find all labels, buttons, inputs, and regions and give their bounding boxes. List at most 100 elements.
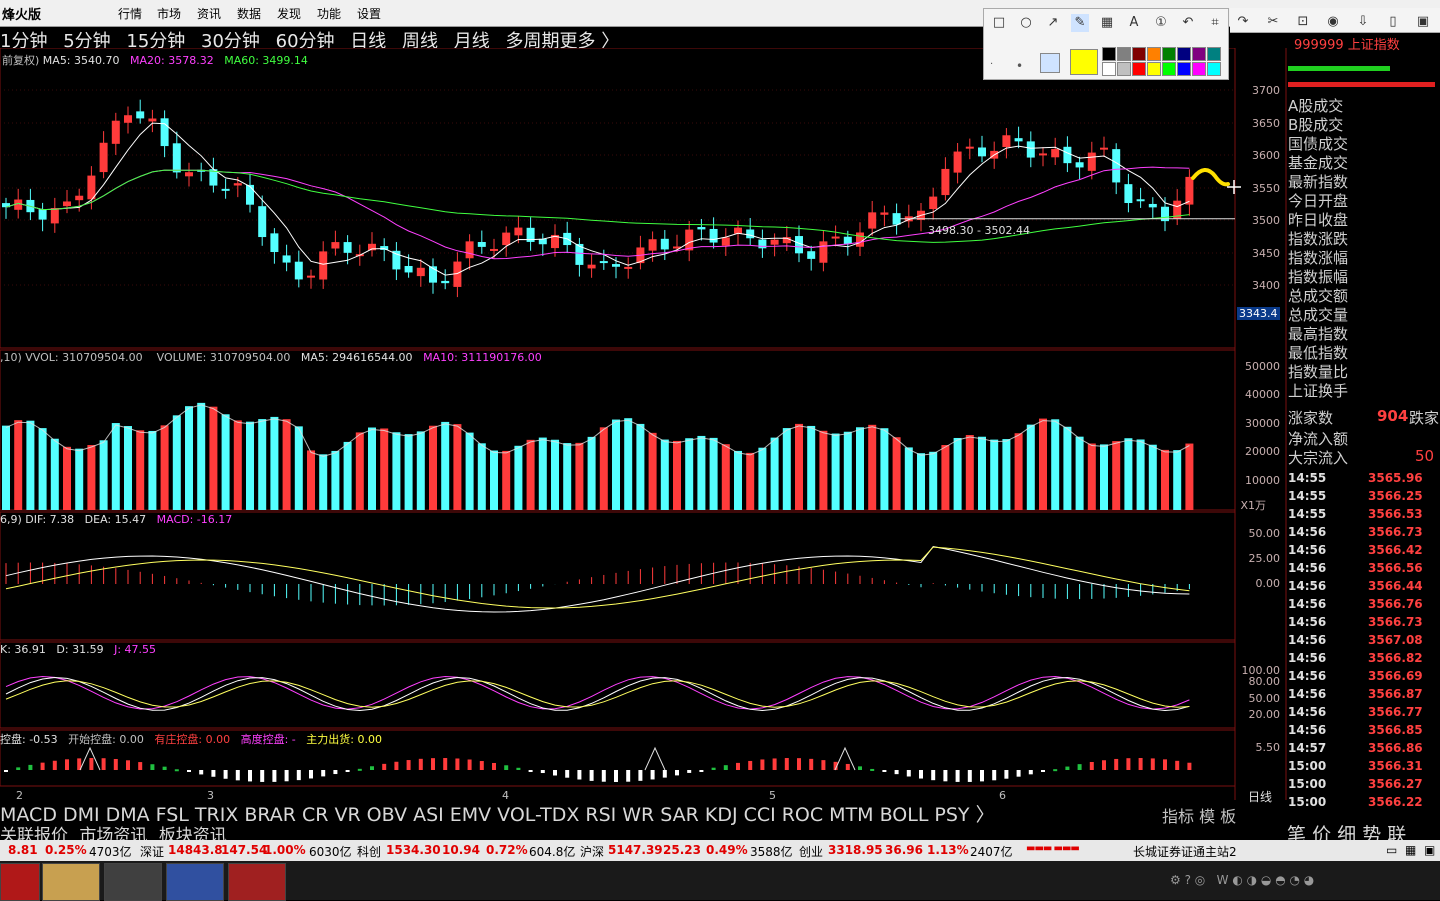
indicator-tab-11[interactable]: VOL-TDX [497, 804, 580, 826]
camera-app-icon[interactable] [104, 863, 162, 901]
pin-icon[interactable]: ✂ [1267, 14, 1279, 29]
number-tool-icon[interactable]: ① [1155, 15, 1167, 30]
kc-pct: 0.72% [486, 843, 528, 857]
period-60min[interactable]: 60分钟 [275, 31, 335, 52]
candle-body [99, 142, 108, 173]
indicator-tab-12[interactable]: RSI [585, 804, 617, 826]
indicator-tab-3[interactable]: FSL [155, 804, 189, 826]
info-item-10: 总成交额 [1288, 287, 1349, 305]
period-1min[interactable]: 1分钟 [0, 31, 48, 52]
color-red[interactable] [1132, 62, 1146, 76]
indicator-tab-15[interactable]: KDJ [704, 804, 738, 826]
crop-icon[interactable]: ⌗ [1211, 15, 1219, 30]
kp-bar [540, 770, 545, 774]
color-blue[interactable] [1177, 62, 1191, 76]
small-dot-icon[interactable]: · [990, 59, 994, 70]
color-purple[interactable] [1192, 47, 1206, 61]
pen-tool-icon[interactable]: ✎ [1071, 14, 1089, 32]
rectangle-tool-icon[interactable]: □ [992, 15, 1006, 30]
color-black[interactable] [1102, 47, 1116, 61]
color-yellow[interactable] [1147, 62, 1161, 76]
download-icon[interactable]: ⇩ [1357, 14, 1369, 29]
menu-data[interactable]: 数据 [237, 7, 262, 21]
indicator-tab-19[interactable]: BOLL [879, 804, 929, 826]
menu-news[interactable]: 资讯 [197, 7, 222, 21]
indicator-tab-13[interactable]: WR [622, 804, 655, 826]
indicator-tab-17[interactable]: ROC [781, 804, 824, 826]
menu-discover[interactable]: 发现 [277, 7, 302, 21]
status-settings-icon[interactable]: ▣ [1424, 843, 1436, 857]
menu-market[interactable]: 市场 [157, 7, 182, 21]
status-grid-icon[interactable]: ▦ [1405, 843, 1417, 857]
color-teal[interactable] [1207, 47, 1221, 61]
color-silver[interactable] [1117, 62, 1131, 76]
circle-tool-icon[interactable]: ○ [1020, 15, 1032, 30]
candle-body [1002, 135, 1011, 148]
indicator-tab-5[interactable]: BRAR [244, 804, 296, 826]
save-icon[interactable]: ▣ [1416, 14, 1430, 29]
day-tab[interactable]: 日线 [1248, 790, 1273, 804]
menu-settings[interactable]: 设置 [357, 7, 382, 21]
indicator-tab-6[interactable]: CR [302, 804, 329, 826]
system-tray[interactable]: ⚙ ? ◎ W ◐ ◑ ◒ ◓ ◔ ◕ [1170, 873, 1315, 887]
color-orange[interactable] [1147, 47, 1161, 61]
mosaic-tool-icon[interactable]: ▦ [1100, 15, 1114, 30]
current-color-swatch[interactable] [1070, 49, 1098, 75]
start-app-icon[interactable] [0, 863, 40, 901]
text-tool-icon[interactable]: A [1129, 15, 1139, 30]
menu-functions[interactable]: 功能 [317, 7, 342, 21]
undo-icon[interactable]: ↶ [1182, 15, 1194, 30]
period-30min[interactable]: 30分钟 [201, 31, 260, 52]
arrow-tool-icon[interactable]: ↗ [1047, 15, 1059, 30]
indicator-tab-4[interactable]: TRIX [194, 804, 239, 826]
tick-time: 14:56 [1288, 543, 1327, 557]
color-magenta[interactable] [1192, 62, 1206, 76]
indicator-template-label[interactable]: 指标 模 板 [1162, 807, 1237, 826]
color-white[interactable] [1102, 62, 1116, 76]
period-week[interactable]: 周线 [402, 31, 439, 52]
status-window-icon[interactable]: ▭ [1386, 843, 1398, 857]
color-cyan[interactable] [1207, 62, 1221, 76]
vol-ma5-label: MA5: 294616544.00 [300, 351, 413, 364]
indicator-tab-9[interactable]: ASI [413, 804, 444, 826]
period-5min[interactable]: 5分钟 [63, 31, 111, 52]
large-dot-icon[interactable] [1040, 53, 1060, 73]
candle-body [490, 248, 498, 251]
tick-time: 14:56 [1288, 525, 1327, 539]
color-navy[interactable] [1177, 47, 1191, 61]
indicator-tab-0[interactable]: MACD [0, 804, 57, 826]
broker-server-label[interactable]: 长城证券证通主站2 [1133, 845, 1237, 859]
redo-icon[interactable]: ↷ [1237, 14, 1249, 29]
indicator-tab-16[interactable]: CCI [743, 804, 776, 826]
indicator-tab-1[interactable]: DMI [62, 804, 100, 826]
period-more[interactable]: 多周期更多 〉 [505, 31, 620, 52]
file-explorer-icon[interactable] [42, 863, 100, 901]
wps-app-icon[interactable] [228, 863, 286, 901]
trading-app-icon[interactable] [166, 863, 224, 901]
period-month[interactable]: 月线 [453, 31, 490, 52]
indicator-tab-7[interactable]: VR [334, 804, 361, 826]
indicator-tab-20[interactable]: PSY 〉 [934, 804, 995, 826]
color-green[interactable] [1162, 47, 1176, 61]
menu-quotes[interactable]: 行情 [118, 7, 143, 21]
indicator-tab-8[interactable]: OBV [366, 804, 408, 826]
color-gray[interactable] [1117, 47, 1131, 61]
record-icon[interactable]: ◉ [1327, 14, 1339, 29]
copy-icon[interactable]: ▯ [1389, 14, 1397, 29]
tick-row: 14:56 3566.56 [1288, 561, 1438, 579]
period-day[interactable]: 日线 [350, 31, 387, 52]
period-15min[interactable]: 15分钟 [126, 31, 186, 52]
ocr-icon[interactable]: ⊡ [1297, 14, 1309, 29]
indicator-tab-18[interactable]: MTM [829, 804, 874, 826]
indicator-tab-10[interactable]: EMV [449, 804, 492, 826]
chart-area[interactable] [0, 48, 1287, 800]
kp-bar [1126, 758, 1131, 770]
color-lime[interactable] [1162, 62, 1176, 76]
volume-bar [1161, 449, 1169, 510]
color-maroon[interactable] [1132, 47, 1146, 61]
indicator-tab-14[interactable]: SAR [660, 804, 699, 826]
candle-body [38, 209, 47, 220]
indicator-tab-2[interactable]: DMA [105, 804, 150, 826]
volume-bar [416, 431, 425, 510]
medium-dot-icon[interactable]: • [1016, 59, 1024, 73]
